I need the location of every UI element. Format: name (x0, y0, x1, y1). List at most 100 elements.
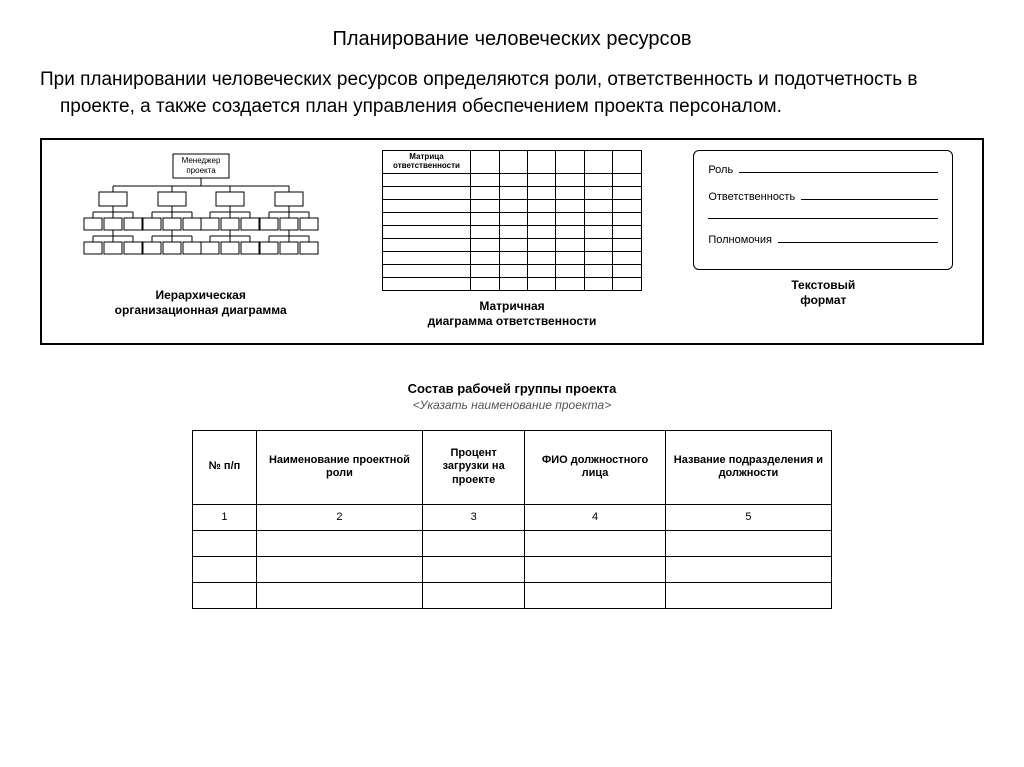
group-table: № п/пНаименование проектной ролиПроцент … (192, 430, 832, 609)
group-empty-cell (525, 582, 666, 608)
group-col-header: Процент загрузки на проекте (423, 430, 525, 504)
matrix-cell (584, 225, 612, 238)
text-field-extra-line (708, 209, 938, 219)
group-empty-cell (256, 530, 422, 556)
matrix-cell (499, 238, 527, 251)
matrix-cell (499, 264, 527, 277)
matrix-cell (528, 186, 556, 199)
matrix-col (613, 151, 642, 174)
matrix-caption: Матричнаядиаграмма ответственности (428, 299, 597, 329)
matrix-cell (499, 212, 527, 225)
matrix-cell (556, 251, 584, 264)
text-field-line (778, 233, 938, 243)
matrix-col (556, 151, 584, 174)
formats-panel: Менеджер проекта (40, 138, 984, 345)
matrix-cell (556, 277, 584, 290)
matrix-cell (613, 277, 642, 290)
matrix-cell (382, 238, 470, 251)
matrix-cell (584, 199, 612, 212)
matrix-cell (528, 264, 556, 277)
matrix-cell (584, 277, 612, 290)
matrix-cell (528, 199, 556, 212)
matrix-cell (382, 225, 470, 238)
matrix-cell (556, 173, 584, 186)
group-number-cell: 2 (256, 504, 422, 530)
matrix-cell (471, 173, 499, 186)
matrix-cell (556, 199, 584, 212)
matrix-cell (382, 173, 470, 186)
group-empty-cell (423, 556, 525, 582)
matrix-col (471, 151, 499, 174)
matrix-cell (556, 264, 584, 277)
matrix-cell (499, 225, 527, 238)
matrix-cell (584, 251, 612, 264)
text-field-row: Ответственность (708, 190, 938, 203)
matrix-cell (528, 173, 556, 186)
matrix-cell (613, 225, 642, 238)
group-col-header: Наименование проектной роли (256, 430, 422, 504)
text-field-line (801, 190, 938, 200)
text-caption: Текстовыйформат (791, 278, 855, 308)
matrix-cell (584, 186, 612, 199)
matrix-cell (613, 212, 642, 225)
matrix-cell (499, 199, 527, 212)
matrix-cell (584, 264, 612, 277)
matrix-cell (471, 225, 499, 238)
group-empty-cell (193, 582, 257, 608)
matrix-cell (613, 199, 642, 212)
matrix-cell (382, 251, 470, 264)
text-card: Роль Ответственность Полномочия (693, 150, 953, 270)
org-root-line2: проекта (186, 166, 216, 175)
group-empty-cell (665, 530, 831, 556)
org-chart-svg: Менеджер проекта (61, 150, 341, 280)
group-col-header: Название подразделения и должности (665, 430, 831, 504)
group-empty-cell (256, 556, 422, 582)
matrix-cell (584, 212, 612, 225)
format-text: Роль Ответственность Полномочия Текстовыйф… (677, 150, 970, 308)
group-empty-cell (193, 556, 257, 582)
group-empty-cell (665, 582, 831, 608)
group-subtitle: <Указать наименование проекта> (192, 398, 832, 412)
group-empty-cell (423, 530, 525, 556)
group-empty-cell (423, 582, 525, 608)
matrix-cell (613, 186, 642, 199)
format-matrix: Матрицаответственности Матричнаядиаграмм… (365, 150, 658, 329)
text-field-label: Полномочия (708, 234, 772, 246)
matrix-cell (382, 277, 470, 290)
matrix-cell (528, 277, 556, 290)
group-empty-cell (193, 530, 257, 556)
group-number-cell: 4 (525, 504, 666, 530)
matrix-cell (471, 238, 499, 251)
matrix-cell (584, 173, 612, 186)
page-title: Планирование человеческих ресурсов (40, 28, 984, 51)
matrix-cell (584, 238, 612, 251)
matrix-cell (528, 225, 556, 238)
text-field-row: Роль (708, 163, 938, 176)
matrix-cell (556, 186, 584, 199)
org-root-line1: Менеджер (181, 156, 220, 165)
matrix-cell (499, 277, 527, 290)
matrix-cell (382, 186, 470, 199)
matrix-cell (471, 277, 499, 290)
matrix-cell (471, 186, 499, 199)
text-field-label: Роль (708, 164, 733, 176)
text-field-line (708, 209, 938, 219)
matrix-cell (556, 238, 584, 251)
matrix-cell (613, 238, 642, 251)
matrix-cell (382, 199, 470, 212)
matrix-cell (528, 251, 556, 264)
matrix-cell (499, 251, 527, 264)
hierarchy-caption: Иерархическаяорганизационная диаграмма (115, 288, 287, 318)
text-field-line (739, 163, 938, 173)
matrix-col (584, 151, 612, 174)
matrix-cell (471, 199, 499, 212)
matrix-cell (382, 264, 470, 277)
group-section: Состав рабочей группы проекта <Указать н… (192, 381, 832, 609)
matrix-col (499, 151, 527, 174)
group-number-cell: 3 (423, 504, 525, 530)
matrix-cell (528, 212, 556, 225)
matrix-cell (382, 212, 470, 225)
matrix-table: Матрицаответственности (382, 150, 642, 291)
group-number-cell: 5 (665, 504, 831, 530)
group-empty-cell (525, 556, 666, 582)
